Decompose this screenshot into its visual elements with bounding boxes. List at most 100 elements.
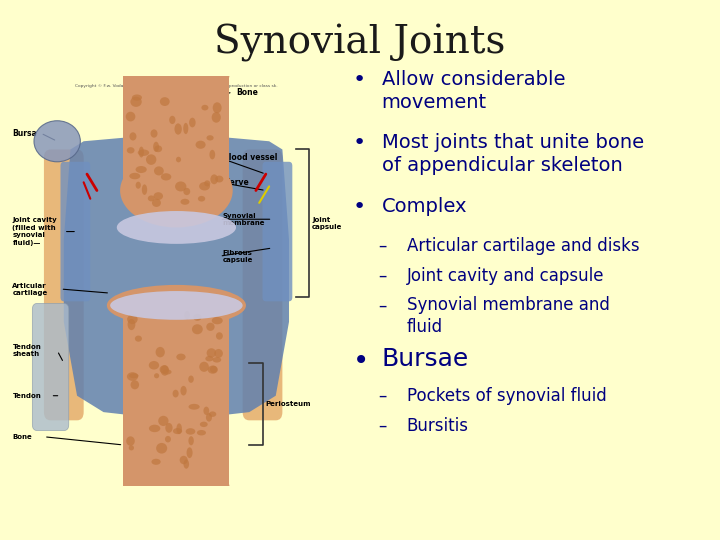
Ellipse shape — [212, 112, 221, 123]
Ellipse shape — [152, 199, 161, 207]
Text: Joint cavity and capsule: Joint cavity and capsule — [407, 267, 604, 285]
Text: Bursa: Bursa — [12, 129, 37, 138]
Ellipse shape — [169, 116, 176, 124]
Ellipse shape — [160, 97, 170, 106]
Ellipse shape — [127, 372, 138, 381]
Ellipse shape — [189, 436, 194, 446]
Ellipse shape — [215, 349, 223, 358]
Text: •: • — [353, 197, 366, 217]
Ellipse shape — [215, 176, 223, 183]
Text: Joint
capsule: Joint capsule — [312, 217, 343, 230]
Text: Complex: Complex — [382, 197, 467, 215]
Text: Membranous
layer: Membranous layer — [163, 414, 211, 427]
Ellipse shape — [207, 366, 218, 374]
Ellipse shape — [189, 404, 199, 410]
Ellipse shape — [130, 380, 139, 389]
Text: –: – — [378, 237, 387, 255]
Ellipse shape — [126, 436, 135, 446]
Ellipse shape — [154, 166, 163, 176]
Text: –: – — [378, 267, 387, 285]
Text: –: – — [378, 296, 387, 314]
Text: Most joints that unite bone
of appendicular skeleton: Most joints that unite bone of appendicu… — [382, 133, 644, 175]
Text: Articular cartilage and disks: Articular cartilage and disks — [407, 237, 639, 255]
Ellipse shape — [161, 173, 171, 180]
Ellipse shape — [166, 423, 173, 433]
Ellipse shape — [139, 147, 144, 158]
Ellipse shape — [197, 430, 206, 435]
Text: Copyright © F.w. Vodaawa-Hill Cos. Inc., Inc. Permission required for reproducti: Copyright © F.w. Vodaawa-Hill Cos. Inc.,… — [75, 84, 278, 88]
Ellipse shape — [127, 147, 135, 153]
Ellipse shape — [212, 102, 222, 113]
Bar — [123, 306, 230, 486]
Text: Nerve: Nerve — [222, 178, 248, 187]
Ellipse shape — [186, 447, 192, 458]
Ellipse shape — [161, 365, 169, 376]
Ellipse shape — [153, 141, 159, 152]
Text: Tendon: Tendon — [12, 393, 41, 399]
Ellipse shape — [176, 423, 182, 434]
Ellipse shape — [202, 105, 209, 111]
FancyBboxPatch shape — [44, 150, 84, 420]
Ellipse shape — [160, 365, 168, 374]
Text: Allow considerable
movement: Allow considerable movement — [382, 70, 565, 112]
Ellipse shape — [179, 456, 188, 464]
Text: Fibrous
layer: Fibrous layer — [163, 373, 191, 386]
Text: •: • — [353, 347, 369, 375]
Ellipse shape — [184, 460, 189, 469]
Ellipse shape — [156, 347, 165, 357]
FancyBboxPatch shape — [32, 303, 68, 430]
Text: Tendon
sheath: Tendon sheath — [12, 344, 41, 357]
Ellipse shape — [210, 366, 217, 373]
Ellipse shape — [175, 181, 186, 192]
Ellipse shape — [173, 390, 179, 397]
Text: Bone: Bone — [12, 434, 32, 440]
Polygon shape — [64, 133, 289, 420]
Ellipse shape — [199, 362, 209, 372]
Ellipse shape — [207, 135, 214, 140]
Text: •: • — [353, 133, 366, 153]
Ellipse shape — [130, 97, 142, 107]
Ellipse shape — [198, 196, 205, 201]
Ellipse shape — [129, 446, 134, 450]
Ellipse shape — [206, 323, 215, 331]
Ellipse shape — [154, 373, 159, 379]
Text: Bursitis: Bursitis — [407, 417, 469, 435]
Bar — [123, 76, 230, 191]
Ellipse shape — [151, 459, 161, 465]
Ellipse shape — [110, 291, 243, 320]
Ellipse shape — [135, 335, 142, 342]
Ellipse shape — [146, 154, 156, 165]
Ellipse shape — [206, 413, 212, 422]
Ellipse shape — [153, 192, 163, 200]
Ellipse shape — [132, 94, 142, 100]
Ellipse shape — [192, 324, 203, 334]
Ellipse shape — [148, 195, 155, 201]
Ellipse shape — [196, 140, 206, 149]
Text: Synovial membrane and
fluid: Synovial membrane and fluid — [407, 296, 610, 336]
Text: Bone: Bone — [236, 87, 258, 97]
Ellipse shape — [130, 173, 140, 179]
Ellipse shape — [156, 443, 167, 454]
Ellipse shape — [212, 317, 222, 325]
Ellipse shape — [174, 123, 182, 134]
Text: Fibrous
capsule: Fibrous capsule — [222, 249, 253, 262]
Ellipse shape — [212, 357, 221, 362]
Ellipse shape — [204, 180, 210, 186]
Ellipse shape — [158, 416, 168, 426]
Ellipse shape — [107, 285, 246, 326]
Ellipse shape — [120, 153, 233, 227]
Text: –: – — [378, 417, 387, 435]
Ellipse shape — [127, 315, 138, 324]
Ellipse shape — [193, 314, 202, 321]
Text: Synovial Joints: Synovial Joints — [215, 24, 505, 62]
Ellipse shape — [216, 332, 223, 340]
Ellipse shape — [204, 407, 210, 415]
Text: Blood vessel: Blood vessel — [222, 153, 277, 162]
Ellipse shape — [135, 181, 141, 189]
Ellipse shape — [199, 182, 210, 191]
Ellipse shape — [154, 145, 162, 152]
Ellipse shape — [117, 211, 236, 244]
Ellipse shape — [135, 166, 147, 173]
Ellipse shape — [150, 130, 158, 138]
FancyBboxPatch shape — [60, 162, 90, 301]
